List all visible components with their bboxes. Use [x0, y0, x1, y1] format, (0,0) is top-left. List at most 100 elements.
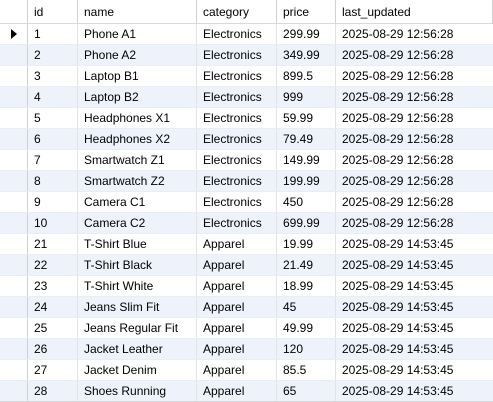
cell-category[interactable]: Electronics: [197, 24, 277, 44]
cell-name[interactable]: Camera C1: [78, 192, 197, 212]
table-row[interactable]: 4 Laptop B2 Electronics 999 2025-08-29 12:56…: [0, 87, 493, 108]
cell-id[interactable]: 22: [28, 255, 78, 275]
cell-category[interactable]: Electronics: [197, 66, 277, 86]
cell-price[interactable]: 79.49: [277, 129, 336, 149]
cell-price[interactable]: 899.5: [277, 66, 336, 86]
cell-category[interactable]: Electronics: [197, 213, 277, 233]
cell-id[interactable]: 1: [28, 24, 78, 44]
table-row[interactable]: 2 Phone A2 Electronics 349.99 2025-08-29 12:…: [0, 45, 493, 66]
table-row[interactable]: 3 Laptop B1 Electronics 899.5 2025-08-29 12:…: [0, 66, 493, 87]
cell-name[interactable]: T-Shirt Black: [78, 255, 197, 275]
cell-last-updated[interactable]: 2025-08-29 14:53:45: [342, 258, 454, 272]
table-row[interactable]: 27 Jacket Denim Apparel 85.5 2025-08-29 14:5…: [0, 360, 493, 381]
cell-price[interactable]: 45: [277, 297, 336, 317]
cell-last-updated[interactable]: 2025-08-29 12:56:28: [342, 195, 454, 209]
table-row[interactable]: 21 T-Shirt Blue Apparel 19.99 2025-08-29 14:…: [0, 234, 493, 255]
cell-name[interactable]: Headphones X1: [78, 108, 197, 128]
cell-price[interactable]: 149.99: [277, 150, 336, 170]
cell-category[interactable]: Apparel: [197, 297, 277, 317]
row-selector[interactable]: [0, 129, 28, 149]
cell-id[interactable]: 2: [28, 45, 78, 65]
column-header-name[interactable]: name: [78, 0, 197, 23]
cell-name[interactable]: Camera C2: [78, 213, 197, 233]
column-header-id[interactable]: id: [28, 0, 78, 23]
row-selector[interactable]: [0, 213, 28, 233]
cell-price[interactable]: 65: [277, 381, 336, 401]
cell-last-updated[interactable]: 2025-08-29 12:56:28: [342, 111, 454, 125]
row-selector[interactable]: [0, 24, 28, 44]
table-row[interactable]: 10 Camera C2 Electronics 699.99 2025-08-29 1…: [0, 213, 493, 234]
cell-name[interactable]: Laptop B2: [78, 87, 197, 107]
table-row[interactable]: 6 Headphones X2 Electronics 79.49 2025-08-29…: [0, 129, 493, 150]
row-selector[interactable]: [0, 339, 28, 359]
cell-last-updated[interactable]: 2025-08-29 14:53:45: [342, 342, 454, 356]
cell-id[interactable]: 27: [28, 360, 78, 380]
cell-category[interactable]: Apparel: [197, 339, 277, 359]
row-selector[interactable]: [0, 381, 28, 401]
cell-id[interactable]: 10: [28, 213, 78, 233]
cell-category[interactable]: Apparel: [197, 234, 277, 254]
cell-id[interactable]: 25: [28, 318, 78, 338]
cell-category[interactable]: Electronics: [197, 45, 277, 65]
cell-last-updated[interactable]: 2025-08-29 12:56:28: [342, 48, 454, 62]
cell-price[interactable]: 59.99: [277, 108, 336, 128]
cell-name[interactable]: Jeans Slim Fit: [78, 297, 197, 317]
cell-id[interactable]: 4: [28, 87, 78, 107]
row-selector[interactable]: [0, 45, 28, 65]
cell-category[interactable]: Apparel: [197, 381, 277, 401]
cell-id[interactable]: 8: [28, 171, 78, 191]
cell-last-updated[interactable]: 2025-08-29 12:56:28: [342, 216, 454, 230]
cell-price[interactable]: 349.99: [277, 45, 336, 65]
cell-price[interactable]: 19.99: [277, 234, 336, 254]
row-selector[interactable]: [0, 318, 28, 338]
table-row[interactable]: 1 Phone A1 Electronics 299.99 2025-08-29 12:…: [0, 24, 493, 45]
cell-name[interactable]: T-Shirt Blue: [78, 234, 197, 254]
table-row[interactable]: 28 Shoes Running Apparel 65 2025-08-29 14:53…: [0, 381, 493, 402]
cell-id[interactable]: 5: [28, 108, 78, 128]
row-selector[interactable]: [0, 66, 28, 86]
table-row[interactable]: 8 Smartwatch Z2 Electronics 199.99 2025-08-2…: [0, 171, 493, 192]
cell-category[interactable]: Apparel: [197, 318, 277, 338]
cell-last-updated[interactable]: 2025-08-29 12:56:28: [342, 153, 454, 167]
cell-price[interactable]: 299.99: [277, 24, 336, 44]
cell-id[interactable]: 3: [28, 66, 78, 86]
row-selector[interactable]: [0, 171, 28, 191]
column-header-price[interactable]: price: [277, 0, 336, 23]
cell-name[interactable]: Smartwatch Z2: [78, 171, 197, 191]
cell-last-updated[interactable]: 2025-08-29 14:53:45: [342, 363, 454, 377]
cell-name[interactable]: Headphones X2: [78, 129, 197, 149]
cell-price[interactable]: 85.5: [277, 360, 336, 380]
cell-last-updated[interactable]: 2025-08-29 12:56:28: [342, 27, 454, 41]
cell-category[interactable]: Electronics: [197, 150, 277, 170]
row-selector[interactable]: [0, 255, 28, 275]
cell-category[interactable]: Apparel: [197, 360, 277, 380]
cell-price[interactable]: 699.99: [277, 213, 336, 233]
table-row[interactable]: 5 Headphones X1 Electronics 59.99 2025-08-29…: [0, 108, 493, 129]
cell-category[interactable]: Electronics: [197, 192, 277, 212]
cell-category[interactable]: Electronics: [197, 129, 277, 149]
cell-last-updated[interactable]: 2025-08-29 12:56:28: [342, 132, 454, 146]
cell-name[interactable]: Jeans Regular Fit: [78, 318, 197, 338]
cell-id[interactable]: 21: [28, 234, 78, 254]
column-header-category[interactable]: category: [197, 0, 277, 23]
cell-price[interactable]: 18.99: [277, 276, 336, 296]
row-selector[interactable]: [0, 192, 28, 212]
cell-last-updated[interactable]: 2025-08-29 12:56:28: [342, 90, 454, 104]
cell-category[interactable]: Apparel: [197, 255, 277, 275]
cell-last-updated[interactable]: 2025-08-29 14:53:45: [342, 384, 454, 398]
cell-name[interactable]: T-Shirt White: [78, 276, 197, 296]
cell-price[interactable]: 450: [277, 192, 336, 212]
cell-id[interactable]: 28: [28, 381, 78, 401]
cell-id[interactable]: 6: [28, 129, 78, 149]
cell-category[interactable]: Electronics: [197, 171, 277, 191]
cell-last-updated[interactable]: 2025-08-29 14:53:45: [342, 279, 454, 293]
row-selector[interactable]: [0, 276, 28, 296]
cell-price[interactable]: 21.49: [277, 255, 336, 275]
cell-id[interactable]: 9: [28, 192, 78, 212]
row-selector-header[interactable]: [0, 0, 28, 23]
cell-name[interactable]: Phone A2: [78, 45, 197, 65]
row-selector[interactable]: [0, 234, 28, 254]
table-row[interactable]: 23 T-Shirt White Apparel 18.99 2025-08-29 14…: [0, 276, 493, 297]
table-row[interactable]: 24 Jeans Slim Fit Apparel 45 2025-08-29 14:5…: [0, 297, 493, 318]
